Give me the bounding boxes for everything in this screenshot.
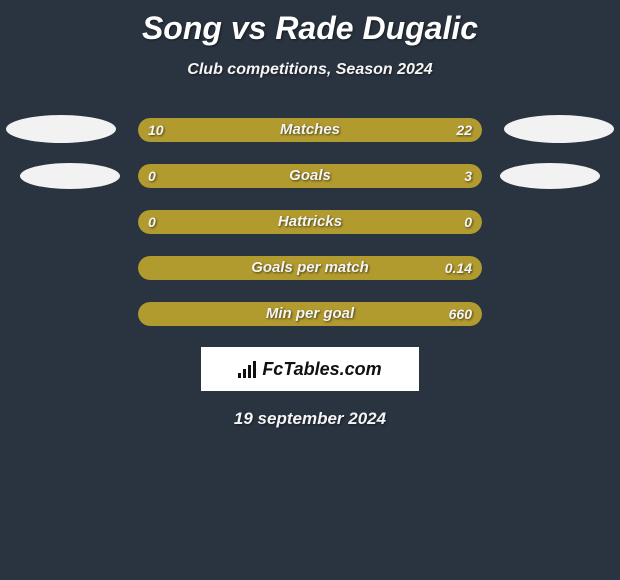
stat-row-gpm: Goals per match 0.14 [0,255,620,283]
stat-row-matches: 10 Matches 22 [0,117,620,145]
page-title: Song vs Rade Dugalic [0,0,620,47]
player-left-avatar [6,115,116,143]
bar-track: Goals per match 0.14 [138,256,482,280]
stat-label: Goals per match [138,256,482,280]
value-right: 22 [456,118,472,142]
stat-label: Hattricks [138,210,482,234]
bar-track: 10 Matches 22 [138,118,482,142]
value-right: 660 [449,302,472,326]
player-right-avatar [500,163,600,189]
logo-text: FcTables.com [262,359,381,380]
stat-label: Min per goal [138,302,482,326]
player-left-avatar [20,163,120,189]
logo-box[interactable]: FcTables.com [201,347,419,391]
logo: FcTables.com [238,359,381,380]
bar-track: 0 Hattricks 0 [138,210,482,234]
bar-track: 0 Goals 3 [138,164,482,188]
logo-bars-icon [238,360,256,378]
stat-label: Matches [138,118,482,142]
subtitle: Club competitions, Season 2024 [0,61,620,79]
stat-row-mpg: Min per goal 660 [0,301,620,329]
value-right: 0 [464,210,472,234]
value-right: 3 [464,164,472,188]
stats-container: 10 Matches 22 0 Goals 3 0 Hattricks 0 Go… [0,117,620,429]
stat-label: Goals [138,164,482,188]
value-right: 0.14 [445,256,472,280]
date: 19 september 2024 [0,409,620,429]
stat-row-goals: 0 Goals 3 [0,163,620,191]
player-right-avatar [504,115,614,143]
stat-row-hattricks: 0 Hattricks 0 [0,209,620,237]
bar-track: Min per goal 660 [138,302,482,326]
